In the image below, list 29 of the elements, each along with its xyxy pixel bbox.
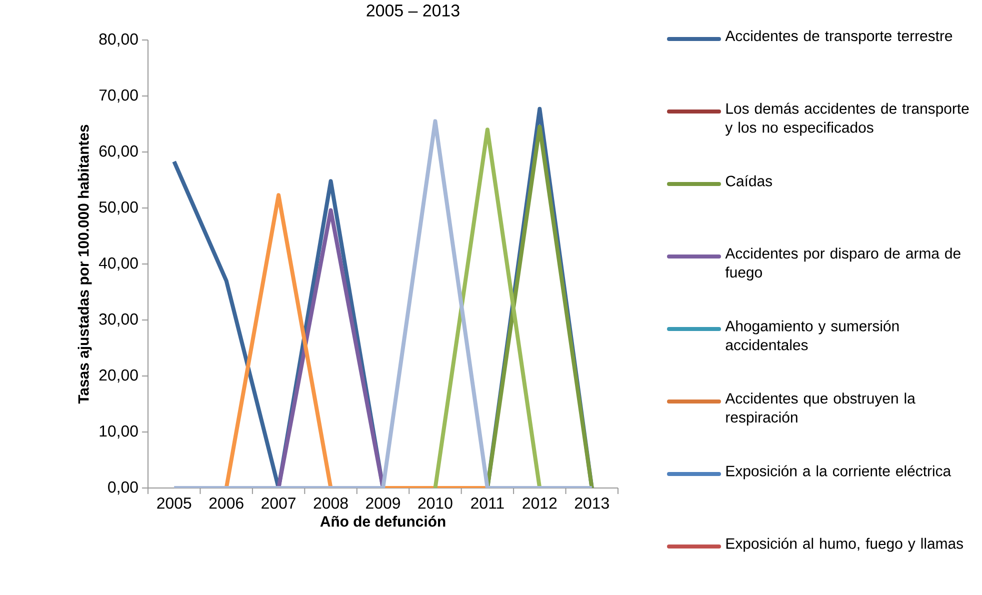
y-tick-label: 10,00	[100, 425, 138, 439]
x-tick-label: 2005	[157, 498, 192, 509]
y-tick-label: 50,00	[99, 201, 138, 215]
legend-label: Ahogamiento y sumersión accidentales	[725, 320, 899, 350]
x-tick-label: 2011	[471, 498, 504, 509]
y-tick-label: 60,00	[99, 145, 138, 159]
y-tick-label: 30,00	[99, 313, 138, 327]
y-tick-label: 40,00	[98, 257, 138, 271]
y-tick-label: 20,00	[99, 369, 138, 383]
x-tick-label: 2013	[574, 498, 609, 509]
legend-label: Accidentes de transporte terrestre	[725, 30, 952, 44]
legend-label: Exposición a la corriente eléctrica	[726, 465, 952, 480]
y-tick-label: 0,00	[108, 481, 138, 495]
x-axis-title: Año de defunción	[320, 516, 446, 527]
legend-label: Exposición al humo, fuego y llamas	[726, 538, 963, 552]
y-axis-title: Tasas ajustadas por 100.000 habitantes	[78, 124, 92, 404]
chart-title: 2005 – 2013	[366, 4, 460, 17]
x-tick-label: 2008	[314, 498, 348, 509]
legend-label: Caídas	[726, 175, 772, 186]
x-tick-label: 2012	[522, 498, 557, 509]
legend-label: Los demás accidentes de transporte y los no especificados	[725, 102, 969, 136]
legend-label: Accidentes por disparo de arma de fuego	[725, 248, 960, 281]
y-tick-label: 80,00	[99, 33, 138, 47]
y-tick-label: 70,00	[99, 89, 138, 103]
x-tick-label: 2007	[262, 498, 296, 509]
legend-label: Accidentes que obstruyen la respiración	[725, 392, 916, 426]
x-tick-label: 2006	[209, 498, 244, 509]
x-tick-label: 2009	[366, 498, 400, 509]
x-tick-label: 2010	[418, 498, 452, 509]
